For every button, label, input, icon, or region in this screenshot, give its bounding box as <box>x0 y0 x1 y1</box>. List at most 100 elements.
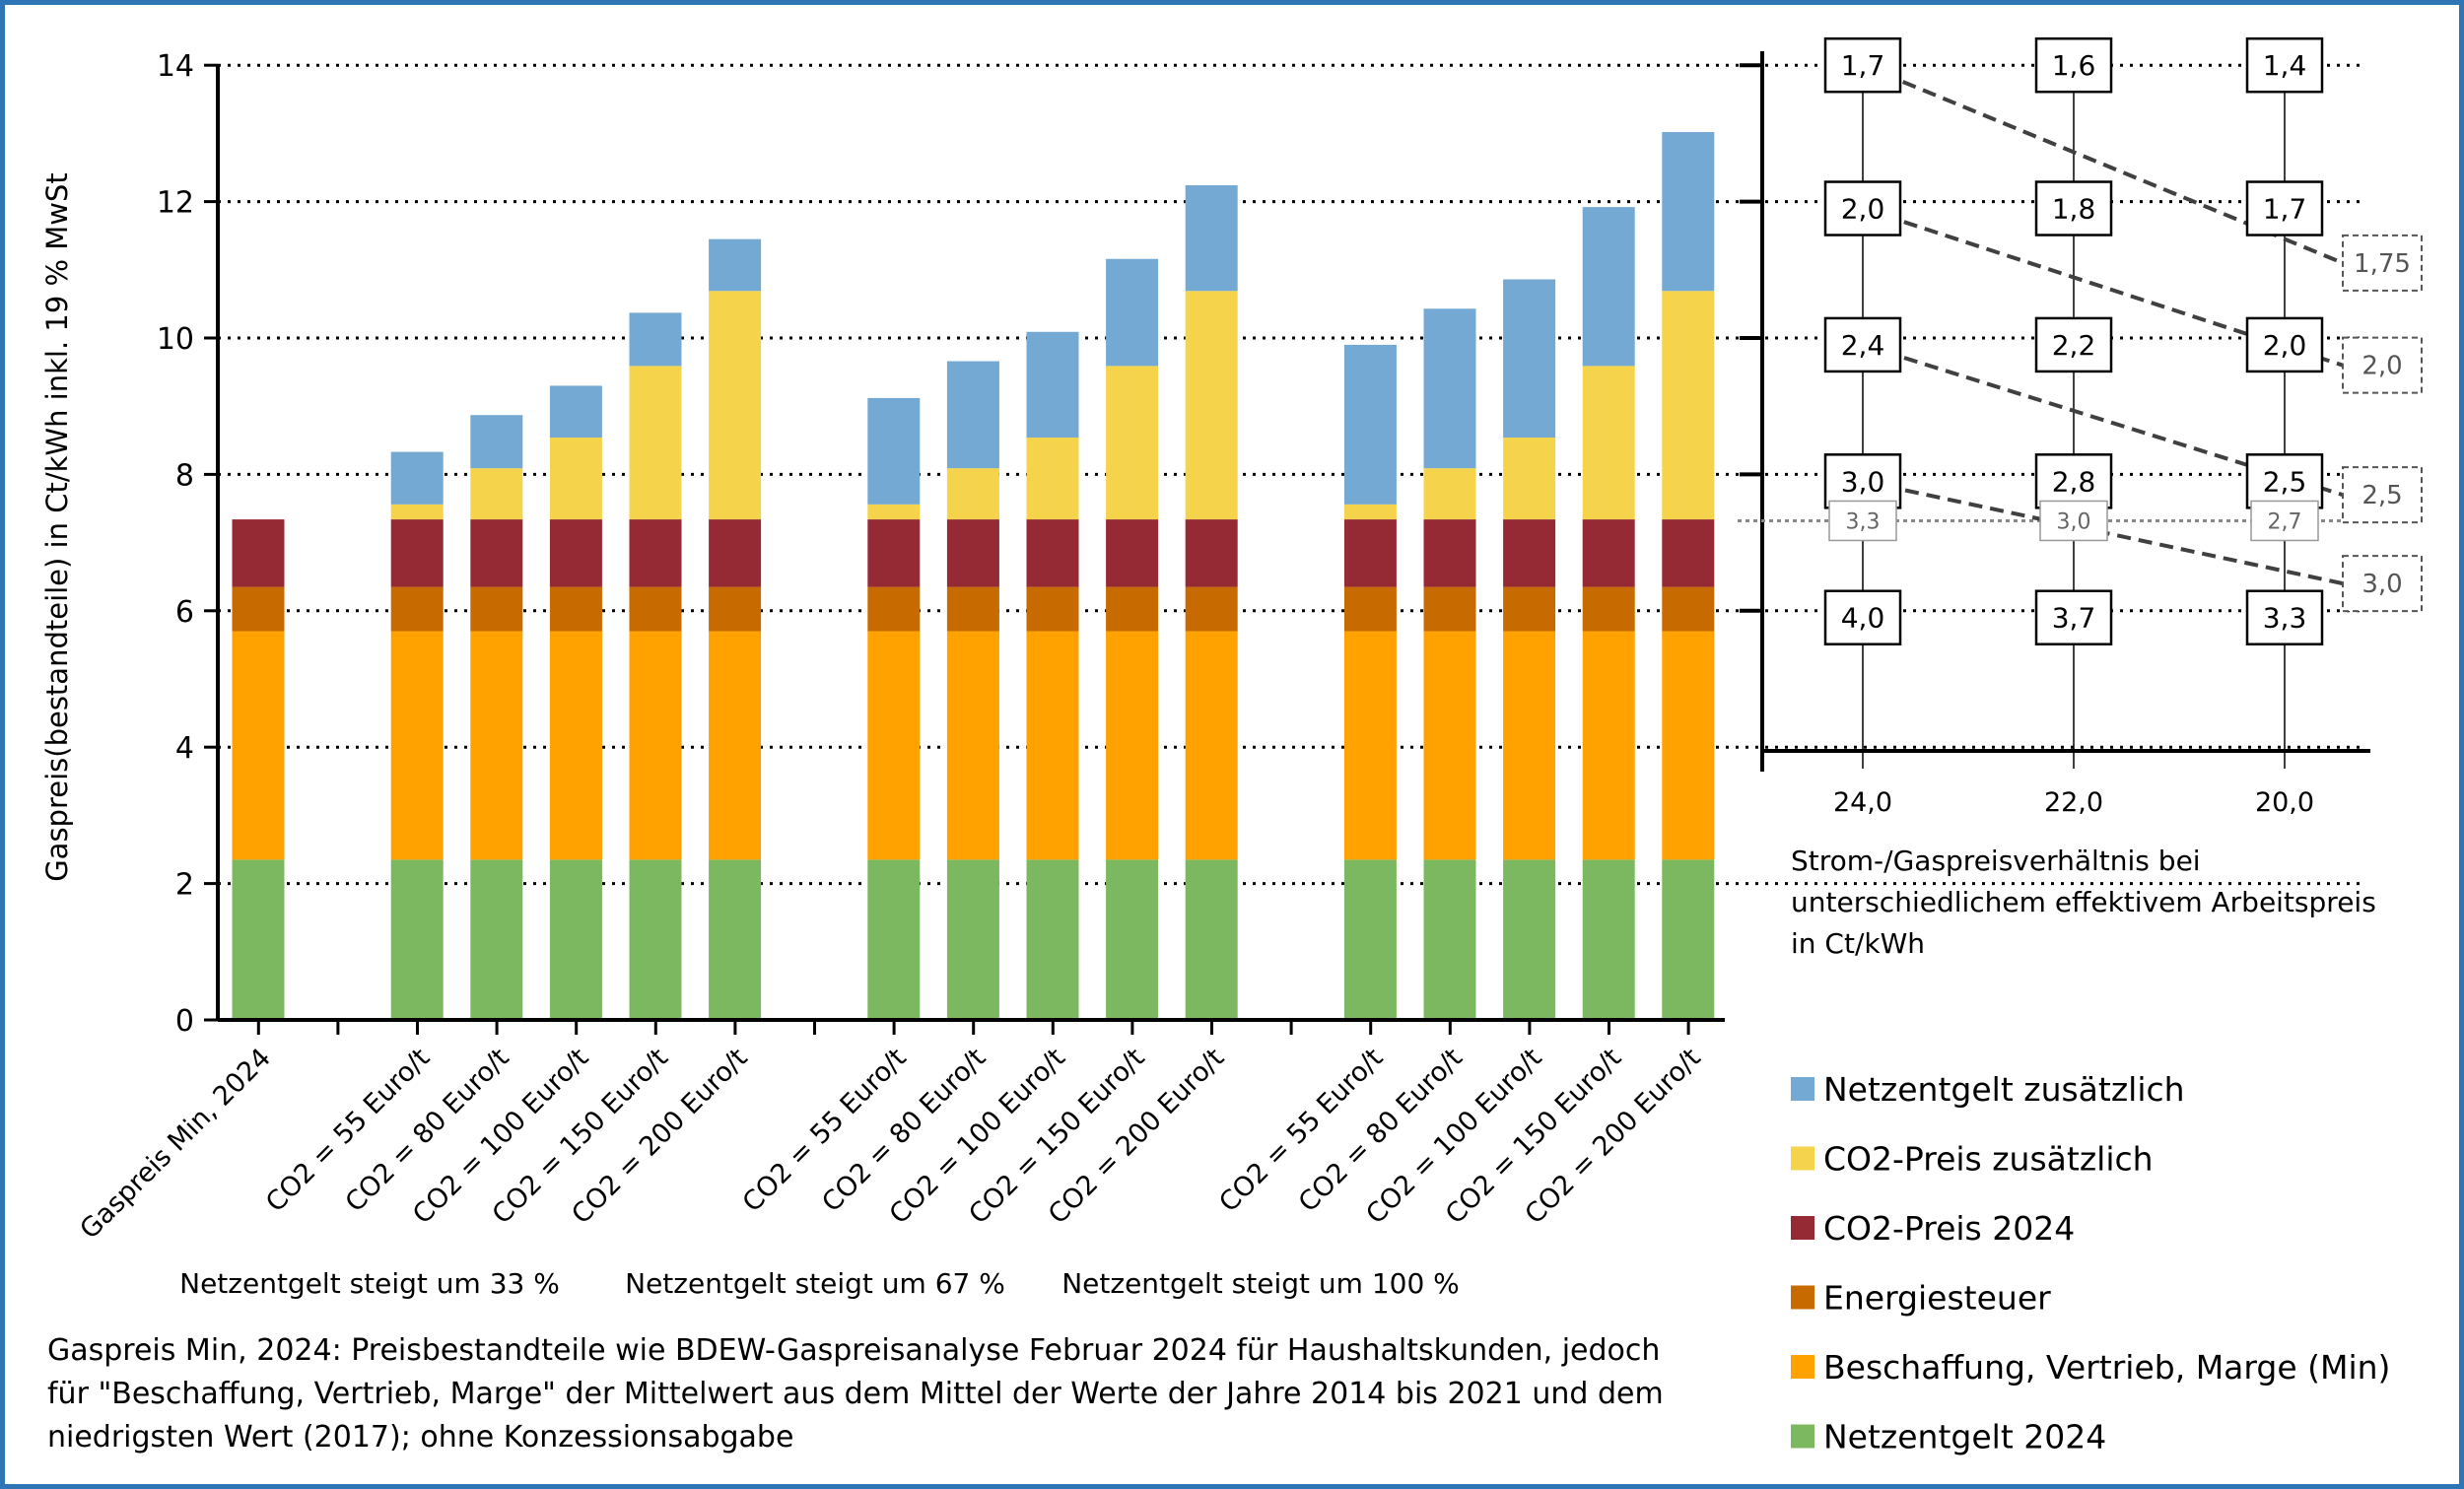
ratio-box-0-1 <box>2034 36 2113 94</box>
bar-12-series-2 <box>1423 586 1476 632</box>
bar-5-series-3 <box>709 519 762 587</box>
bar-11-series-1 <box>1343 631 1397 860</box>
group-label-67: Netzentgelt steigt um 67 % <box>625 1267 1005 1300</box>
ratio-box-label-2-2: 2,0 <box>2263 329 2307 362</box>
dashed-box-1 <box>2342 336 2423 394</box>
bar-8-series-0 <box>1026 859 1079 1020</box>
ratio-box-0-2 <box>2245 36 2324 94</box>
bar-5-series-2 <box>709 586 762 632</box>
bar-4-series-5 <box>629 312 682 367</box>
bar-1-series-1 <box>390 631 444 860</box>
bar-15-series-1 <box>1662 631 1715 860</box>
dashed-box-label-3: 3,0 <box>2361 570 2402 599</box>
bar-14-series-1 <box>1582 631 1635 860</box>
bar-10-series-0 <box>1185 859 1238 1020</box>
bar-3-series-4 <box>549 438 602 520</box>
y-tick-label-6: 6 <box>175 595 194 630</box>
bar-9-series-2 <box>1106 586 1159 632</box>
ratio-box-label-3-2: 2,5 <box>2263 465 2307 498</box>
ratio-box-label-0-2: 1,4 <box>2263 49 2307 82</box>
bar-8-series-2 <box>1026 586 1079 632</box>
bar-3-series-2 <box>549 586 602 632</box>
bar-9-series-4 <box>1106 366 1159 520</box>
bar-6-series-0 <box>867 859 921 1020</box>
bar-10-series-1 <box>1185 631 1238 860</box>
grey-box-1 <box>2039 500 2108 542</box>
dashed-box-3 <box>2342 555 2423 613</box>
bar-14-series-0 <box>1582 859 1635 1020</box>
legend-label-2: CO2-Preis 2024 <box>1823 1209 2075 1248</box>
bar-11-series-2 <box>1343 586 1397 632</box>
bar-10-series-4 <box>1185 291 1238 520</box>
ratio-box-label-2-1: 2,2 <box>2052 329 2096 362</box>
y-tick-label-12: 12 <box>157 186 194 221</box>
bar-7-series-2 <box>946 586 999 632</box>
legend-label-3: Energiesteuer <box>1823 1279 2051 1318</box>
legend-swatch-4 <box>1791 1355 1814 1379</box>
legend-swatch-2 <box>1791 1216 1814 1240</box>
legend-label-5: Netzentgelt 2024 <box>1823 1418 2106 1456</box>
ratio-box-4-2 <box>2245 589 2324 645</box>
bar-9-series-5 <box>1106 258 1159 367</box>
bar-13-series-5 <box>1503 279 1556 439</box>
ratio-x-tick-1: 22,0 <box>2044 787 2103 818</box>
y-tick-label-2: 2 <box>175 868 194 903</box>
bar-6-series-3 <box>867 519 921 587</box>
bar-3-series-3 <box>549 519 602 587</box>
bar-0-series-1 <box>232 631 285 860</box>
bars <box>232 132 1715 1020</box>
bar-3-series-5 <box>549 385 602 439</box>
bar-4-series-2 <box>629 586 682 632</box>
bar-13-series-1 <box>1503 631 1556 860</box>
bar-6-series-5 <box>867 397 921 505</box>
bar-12-series-0 <box>1423 859 1476 1020</box>
bar-13-series-4 <box>1503 438 1556 520</box>
bar-1-series-4 <box>390 504 444 520</box>
bar-2-series-2 <box>470 586 523 632</box>
legend-label-4: Beschaffung, Vertrieb, Marge (Min) <box>1823 1348 2390 1387</box>
ratio-box-label-3-0: 3,0 <box>1841 465 1885 498</box>
ratio-box-2-0 <box>1823 316 1902 373</box>
bar-8-series-1 <box>1026 631 1079 860</box>
ratio-box-label-1-2: 1,7 <box>2263 193 2307 226</box>
y-tick-label-0: 0 <box>175 1004 194 1039</box>
ratio-box-label-4-2: 3,3 <box>2263 602 2307 635</box>
ratio-box-4-1 <box>2034 589 2113 645</box>
y-tick-label-10: 10 <box>157 322 194 357</box>
grey-box-label-1: 3,0 <box>2057 509 2091 534</box>
bar-6-series-1 <box>867 631 921 860</box>
bar-0-series-2 <box>232 586 285 632</box>
bar-14-series-4 <box>1582 366 1635 520</box>
bar-2-series-0 <box>470 859 523 1020</box>
ratio-box-1-2 <box>2245 180 2324 237</box>
bar-5-series-1 <box>709 631 762 860</box>
ratio-panel-caption: Strom-/Gaspreisverhältnis bei unterschied… <box>1791 845 2376 960</box>
ratio-box-label-2-0: 2,4 <box>1841 329 1885 362</box>
bar-12-series-3 <box>1423 519 1476 587</box>
ratio-x-tick-0: 24,0 <box>1833 787 1892 818</box>
bar-2-series-1 <box>470 631 523 860</box>
ratio-box-label-1-0: 2,0 <box>1841 193 1885 226</box>
group-label-100: Netzentgelt steigt um 100 % <box>1061 1267 1460 1300</box>
bar-15-series-5 <box>1662 132 1715 292</box>
bar-14-series-5 <box>1582 207 1635 367</box>
bar-11-series-5 <box>1343 344 1397 505</box>
bar-1-series-2 <box>390 586 444 632</box>
ratio-box-4-0 <box>1823 589 1902 645</box>
grey-box-0 <box>1828 500 1897 542</box>
bar-11-series-4 <box>1343 504 1397 520</box>
bar-8-series-3 <box>1026 519 1079 587</box>
bar-2-series-5 <box>470 415 523 469</box>
footnote-line-2: für "Beschaffung, Vertrieb, Marge" der M… <box>47 1377 1664 1411</box>
dashed-box-label-0: 1,75 <box>2354 249 2411 279</box>
bar-14-series-2 <box>1582 586 1635 632</box>
bar-6-series-4 <box>867 504 921 520</box>
ratio-box-1-1 <box>2034 180 2113 237</box>
ratio-box-label-4-0: 4,0 <box>1841 602 1885 635</box>
bar-7-series-5 <box>946 361 999 469</box>
bar-0-series-3 <box>232 519 285 587</box>
legend: Netzentgelt zusätzlich CO2-Preis zusätzli… <box>1791 1070 2390 1456</box>
group-label-33: Netzentgelt steigt um 33 % <box>179 1267 560 1300</box>
